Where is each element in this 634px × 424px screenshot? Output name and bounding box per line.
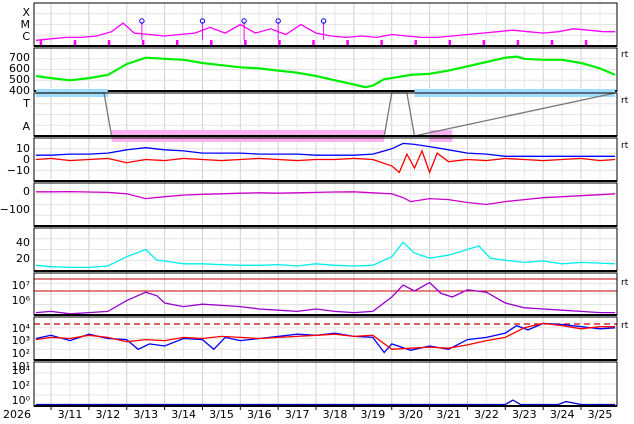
panel-xray-flares: XMC <box>21 2 618 47</box>
xtick-label: 3/24 <box>550 408 575 421</box>
flare-bar <box>39 40 43 46</box>
ytick-label: −10 <box>7 164 30 177</box>
xtick-label: 3/23 <box>512 408 537 421</box>
xtick-label: 3/22 <box>474 408 499 421</box>
flare-bar <box>107 40 111 46</box>
flare-bar <box>550 40 554 46</box>
xtick-label: 3/15 <box>209 408 234 421</box>
flare-bar <box>312 40 315 46</box>
series-line-0 <box>35 22 616 41</box>
series-line-0 <box>35 190 616 206</box>
xtick-label: 3/13 <box>133 408 158 421</box>
flare-marker <box>241 18 247 24</box>
flare-bar <box>244 40 247 46</box>
side-label: rt <box>621 50 629 60</box>
flare-bar <box>516 40 520 46</box>
flare-bar <box>175 40 179 46</box>
xtick-label: 3/12 <box>96 408 121 421</box>
side-label: rt <box>621 96 629 106</box>
series-line-0 <box>35 92 616 137</box>
ytick-label: 0 <box>23 185 30 198</box>
flare-marker <box>320 18 327 24</box>
xtick-label: 3/14 <box>171 408 196 421</box>
series-line-0 <box>35 399 616 406</box>
xtick-label: 3/16 <box>247 408 272 421</box>
flare-bar <box>210 40 213 46</box>
ytick-label: 600 <box>9 62 30 75</box>
series-line-1 <box>35 149 616 175</box>
flare-bar <box>141 40 145 46</box>
flare-bar <box>584 40 588 46</box>
ytick-label: 10 <box>16 142 30 155</box>
ytick-label: 10¹ <box>12 360 30 373</box>
xtick-label: 3/21 <box>436 408 461 421</box>
series-line-0 <box>35 281 616 315</box>
side-label: rt <box>621 278 629 288</box>
flare-marker <box>139 18 145 24</box>
flare-bar <box>346 40 349 46</box>
series-line-0 <box>35 142 616 157</box>
xtick-label: 3/11 <box>58 408 83 421</box>
ytick-label: A <box>22 120 30 133</box>
ytick-label: 10⁷ <box>12 279 30 292</box>
ytick-label: 10² <box>12 347 30 360</box>
ytick-label: 400 <box>9 84 30 97</box>
ytick-label: C <box>22 30 30 43</box>
xtick-label: 3/19 <box>361 408 386 421</box>
side-label: rt <box>621 321 629 331</box>
xtick-label: 3/17 <box>285 408 310 421</box>
xtick-label: 3/18 <box>323 408 348 421</box>
series-line-1 <box>35 322 616 350</box>
panel-dst-index: 0 −100 <box>0 182 618 227</box>
ytick-label: 0 <box>23 153 30 166</box>
panel-imf-sector: TA <box>22 89 618 142</box>
ytick-label: 40 <box>16 236 30 249</box>
ytick-label: 10⁶ <box>12 294 31 307</box>
xtick-label: 3/25 <box>588 408 613 421</box>
ytick-label: 500 <box>9 73 30 86</box>
flare-bar <box>278 40 281 46</box>
ytick-label: −100 <box>0 203 30 216</box>
year-label: 2026 <box>3 408 31 421</box>
flare-bar <box>482 40 486 46</box>
ytick-label: 20 <box>16 252 30 265</box>
xtick-label: 3/20 <box>398 408 423 421</box>
flare-marker <box>199 18 206 24</box>
series-line-0 <box>35 241 616 269</box>
ytick-label: 10⁴ <box>12 322 31 335</box>
ytick-label: 10⁴ <box>12 364 31 377</box>
side-label: rt <box>621 141 629 151</box>
panel-imf-bz: 100−10 <box>7 137 618 182</box>
ytick-label: 10² <box>12 379 30 392</box>
flare-bar <box>73 40 77 46</box>
panel-neutron-flux: 10⁴ 10² 10⁰ <box>12 361 618 407</box>
flare-marker <box>275 18 281 24</box>
ytick-label: M <box>21 18 31 31</box>
ytick-label: T <box>22 97 30 110</box>
series-line-0 <box>35 55 616 89</box>
flare-bar <box>380 40 383 46</box>
ytick-label: 10³ <box>12 334 30 347</box>
flare-bar <box>448 40 452 46</box>
ytick-label: 700 <box>9 51 30 64</box>
ytick-label: X <box>22 6 30 19</box>
ytick-label: 10⁰ <box>12 394 31 407</box>
flare-bar <box>414 40 417 46</box>
